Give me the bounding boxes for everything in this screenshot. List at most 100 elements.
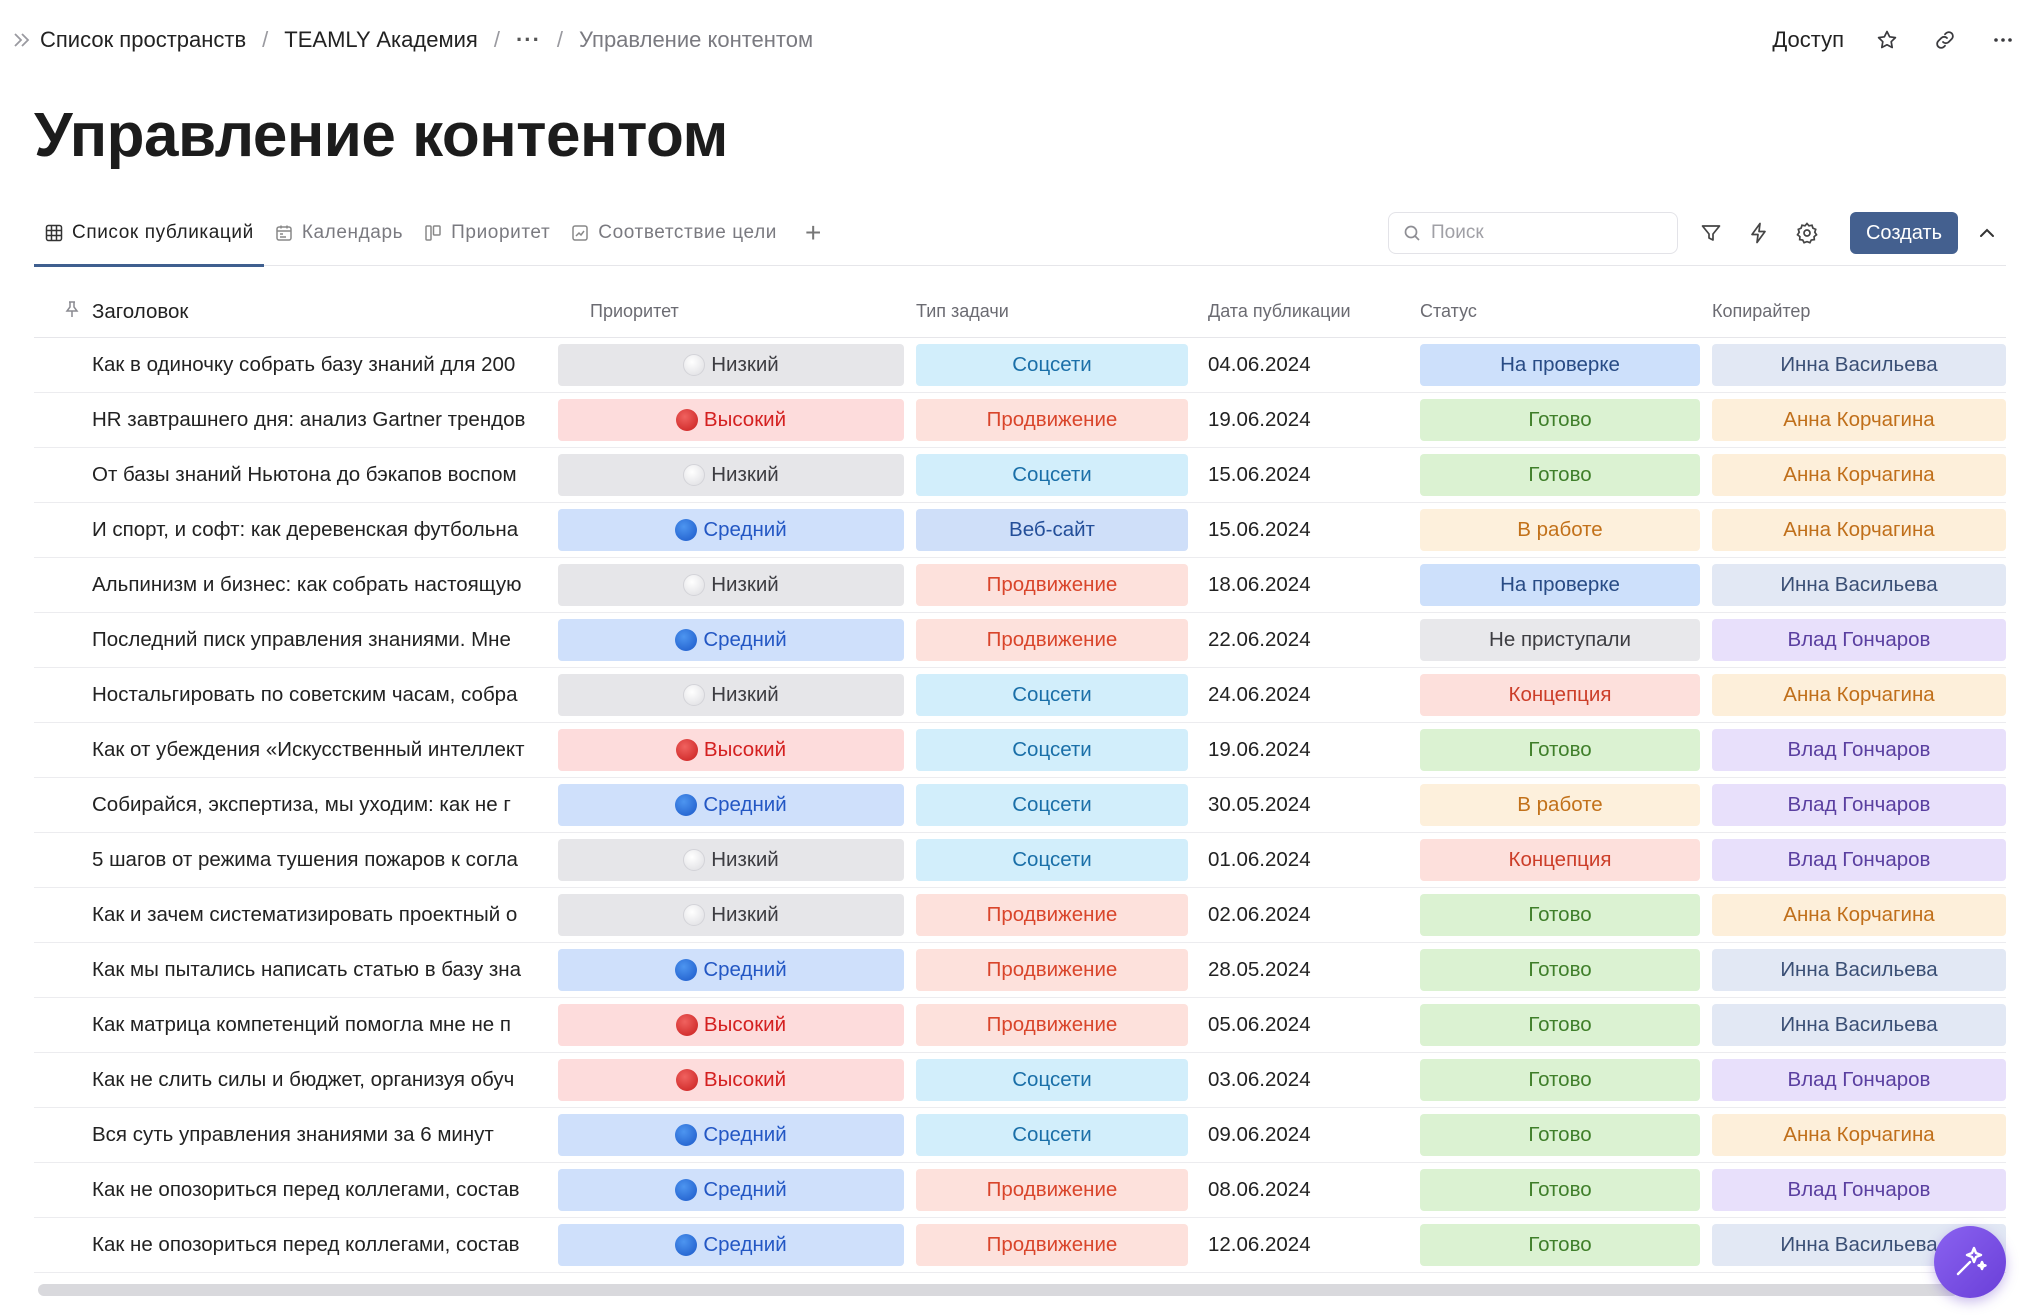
author-pill[interactable]: Анна Корчагина (1712, 454, 2006, 496)
cell-priority[interactable]: Низкий (558, 344, 916, 386)
cell-title[interactable]: Как от убеждения «Искусственный интеллек… (92, 738, 525, 761)
cell-status[interactable]: Концепция (1420, 839, 1712, 881)
cell-date[interactable]: 30.05.2024 (1208, 793, 1311, 816)
cell-type[interactable]: Соцсети (916, 344, 1208, 386)
cell-title[interactable]: Как матрица компетенций помогла мне не п (92, 1013, 511, 1036)
author-pill[interactable]: Анна Корчагина (1712, 674, 2006, 716)
type-pill[interactable]: Продвижение (916, 949, 1188, 991)
type-pill[interactable]: Продвижение (916, 1169, 1188, 1211)
cell-status[interactable]: Готово (1420, 1004, 1712, 1046)
cell-date[interactable]: 15.06.2024 (1208, 518, 1311, 541)
status-pill[interactable]: На проверке (1420, 344, 1700, 386)
cell-type[interactable]: Соцсети (916, 839, 1208, 881)
status-pill[interactable]: Готово (1420, 1114, 1700, 1156)
priority-pill[interactable]: Низкий (558, 674, 904, 716)
cell-author[interactable]: Влад Гончаров (1712, 839, 2006, 881)
author-pill[interactable]: Анна Корчагина (1712, 1114, 2006, 1156)
table-row[interactable]: Как не опозориться перед коллегами, сост… (34, 1218, 2006, 1273)
status-pill[interactable]: Готово (1420, 1169, 1700, 1211)
ai-assistant-button[interactable] (1934, 1226, 2006, 1298)
status-pill[interactable]: В работе (1420, 784, 1700, 826)
table-row[interactable]: И спорт, и софт: как деревенская футболь… (34, 503, 2006, 558)
expand-sidebar-icon[interactable] (10, 28, 34, 52)
tab-priority[interactable]: Приоритет (413, 200, 560, 266)
cell-author[interactable]: Инна Васильева (1712, 564, 2006, 606)
table-row[interactable]: Как не опозориться перед коллегами, сост… (34, 1163, 2006, 1218)
status-pill[interactable]: На проверке (1420, 564, 1700, 606)
priority-pill[interactable]: Низкий (558, 894, 904, 936)
status-pill[interactable]: Готово (1420, 399, 1700, 441)
automation-icon[interactable] (1744, 218, 1774, 248)
cell-date[interactable]: 01.06.2024 (1208, 848, 1311, 871)
cell-priority[interactable]: Низкий (558, 674, 916, 716)
type-pill[interactable]: Продвижение (916, 399, 1188, 441)
type-pill[interactable]: Соцсети (916, 344, 1188, 386)
cell-status[interactable]: Не приступали (1420, 619, 1712, 661)
cell-date[interactable]: 03.06.2024 (1208, 1068, 1311, 1091)
type-pill[interactable]: Продвижение (916, 1004, 1188, 1046)
chevron-up-icon[interactable] (1974, 220, 2000, 246)
column-header-status[interactable]: Статус (1420, 301, 1477, 321)
cell-type[interactable]: Продвижение (916, 399, 1208, 441)
table-row[interactable]: Как от убеждения «Искусственный интеллек… (34, 723, 2006, 778)
cell-title[interactable]: HR завтрашнего дня: анализ Gartner тренд… (92, 408, 526, 431)
cell-status[interactable]: На проверке (1420, 564, 1712, 606)
tab-calendar[interactable]: Календарь (264, 200, 413, 266)
table-row[interactable]: Как матрица компетенций помогла мне не п… (34, 998, 2006, 1053)
priority-pill[interactable]: Высокий (558, 399, 904, 441)
cell-date[interactable]: 18.06.2024 (1208, 573, 1311, 596)
cell-status[interactable]: Готово (1420, 454, 1712, 496)
cell-date[interactable]: 08.06.2024 (1208, 1178, 1311, 1201)
cell-status[interactable]: Готово (1420, 1059, 1712, 1101)
cell-priority[interactable]: Средний (558, 1224, 916, 1266)
cell-author[interactable]: Влад Гончаров (1712, 1169, 2006, 1211)
cell-author[interactable]: Анна Корчагина (1712, 509, 2006, 551)
column-header-author[interactable]: Копирайтер (1712, 301, 1811, 321)
table-row[interactable]: Альпинизм и бизнес: как собрать настоящу… (34, 558, 2006, 613)
cell-title[interactable]: Как не опозориться перед коллегами, сост… (92, 1178, 520, 1201)
status-pill[interactable]: Готово (1420, 1059, 1700, 1101)
cell-priority[interactable]: Низкий (558, 839, 916, 881)
tab-publications-list[interactable]: Список публикаций (34, 200, 264, 267)
type-pill[interactable]: Веб-сайт (916, 509, 1188, 551)
cell-priority[interactable]: Средний (558, 509, 916, 551)
table-row[interactable]: HR завтрашнего дня: анализ Gartner тренд… (34, 393, 2006, 448)
cell-status[interactable]: Готово (1420, 1114, 1712, 1156)
author-pill[interactable]: Влад Гончаров (1712, 729, 2006, 771)
table-row[interactable]: Последний писк управления знаниями. Мне С… (34, 613, 2006, 668)
type-pill[interactable]: Продвижение (916, 564, 1188, 606)
cell-title[interactable]: Ностальгировать по советским часам, собр… (92, 683, 518, 706)
search-input[interactable] (1430, 222, 1661, 244)
column-header-priority[interactable]: Приоритет (590, 301, 679, 321)
priority-pill[interactable]: Средний (558, 1114, 904, 1156)
type-pill[interactable]: Продвижение (916, 1224, 1188, 1266)
author-pill[interactable]: Влад Гончаров (1712, 1169, 2006, 1211)
star-icon[interactable] (1872, 25, 1902, 55)
type-pill[interactable]: Соцсети (916, 839, 1188, 881)
author-pill[interactable]: Инна Васильева (1712, 1004, 2006, 1046)
type-pill[interactable]: Соцсети (916, 1059, 1188, 1101)
cell-type[interactable]: Соцсети (916, 454, 1208, 496)
cell-status[interactable]: В работе (1420, 784, 1712, 826)
priority-pill[interactable]: Средний (558, 1169, 904, 1211)
author-pill[interactable]: Анна Корчагина (1712, 399, 2006, 441)
cell-status[interactable]: Готово (1420, 1169, 1712, 1211)
cell-author[interactable]: Влад Гончаров (1712, 619, 2006, 661)
table-row[interactable]: 5 шагов от режима тушения пожаров к согл… (34, 833, 2006, 888)
cell-title[interactable]: Как и зачем систематизировать проектный … (92, 903, 518, 926)
table-row[interactable]: От базы знаний Ньютона до бэкапов воспом… (34, 448, 2006, 503)
cell-date[interactable]: 09.06.2024 (1208, 1123, 1311, 1146)
priority-pill[interactable]: Средний (558, 619, 904, 661)
status-pill[interactable]: Готово (1420, 1224, 1700, 1266)
cell-title[interactable]: От базы знаний Ньютона до бэкапов воспом (92, 463, 517, 486)
cell-author[interactable]: Инна Васильева (1712, 949, 2006, 991)
cell-status[interactable]: Готово (1420, 894, 1712, 936)
column-header-date[interactable]: Дата публикации (1208, 301, 1420, 322)
status-pill[interactable]: Концепция (1420, 674, 1700, 716)
cell-priority[interactable]: Средний (558, 784, 916, 826)
cell-type[interactable]: Веб-сайт (916, 509, 1208, 551)
status-pill[interactable]: Готово (1420, 894, 1700, 936)
priority-pill[interactable]: Высокий (558, 729, 904, 771)
cell-priority[interactable]: Средний (558, 619, 916, 661)
cell-date[interactable]: 28.05.2024 (1208, 958, 1311, 981)
